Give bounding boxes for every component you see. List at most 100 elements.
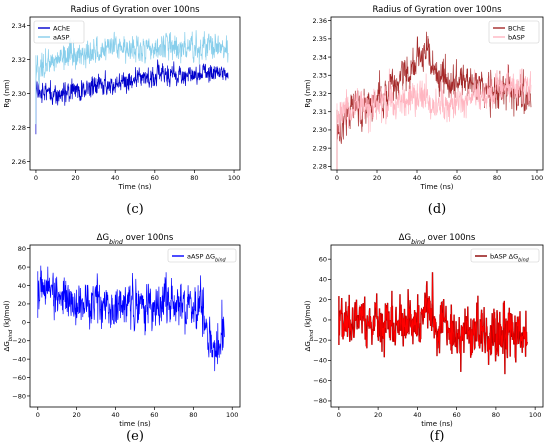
- y-tick-label: −20: [313, 336, 327, 344]
- panel-letter: (f): [430, 429, 445, 444]
- series-line-aasp: [37, 265, 225, 372]
- y-axis-label: Rg (nm): [304, 79, 312, 108]
- y-tick-label: 2.31: [313, 108, 327, 116]
- panel-f: 0 20 40 60 80 100 −80 −60 −40 −20 0 20 40 60 ΔGbind ov…: [304, 233, 544, 444]
- plot-frame: [330, 244, 544, 408]
- y-tick-label: 20: [18, 300, 26, 308]
- chart-title: ΔGbind over 100ns: [97, 233, 174, 246]
- x-tick-label: 60: [452, 411, 460, 419]
- x-tick-label: 80: [189, 411, 197, 419]
- x-tick-label: 20: [373, 174, 381, 182]
- series-group: [336, 31, 532, 170]
- x-tick-label: 20: [71, 174, 79, 182]
- x-tick-label: 60: [151, 174, 159, 182]
- x-tick-label: 40: [413, 174, 421, 182]
- x-tick-label: 60: [453, 174, 461, 182]
- y-tick-label: −80: [12, 392, 26, 400]
- x-tick-label: 20: [73, 411, 81, 419]
- y-tick-label: 2.30: [313, 126, 327, 134]
- x-tick-label: 0: [335, 174, 339, 182]
- legend-label: BChE: [508, 24, 525, 32]
- x-axis-label: time (ns): [421, 420, 453, 428]
- x-tick-label: 100: [529, 411, 541, 419]
- x-tick-label: 0: [34, 174, 38, 182]
- y-tick-label: −60: [12, 374, 26, 382]
- chart-title: Radius of Gyration over 100ns: [70, 5, 200, 15]
- x-axis-label: time (ns): [119, 420, 151, 428]
- x-tick-label: 80: [493, 174, 501, 182]
- x-tick-label: 0: [337, 411, 341, 419]
- y-tick-label: 2.26: [12, 158, 26, 166]
- x-tick-label: 0: [36, 411, 40, 419]
- y-tick-label: −60: [313, 377, 327, 385]
- x-tick-label: 20: [374, 411, 382, 419]
- y-tick-label: −80: [313, 397, 327, 405]
- panel-letter: (d): [428, 202, 446, 217]
- y-tick-label: 40: [18, 282, 26, 290]
- y-tick-label: 20: [319, 296, 327, 304]
- y-tick-label: 2.35: [313, 35, 327, 43]
- x-tick-label: 100: [228, 174, 240, 182]
- series-line-basp: [336, 63, 532, 170]
- legend-label: aASP ΔGbind: [187, 252, 227, 263]
- legend-label: bASP: [508, 33, 525, 41]
- panel-e: 0 20 40 60 80 100 −80 −60 −40 −20 0 20 40 60 80 ΔGbind …: [3, 233, 241, 444]
- y-tick-label: 2.33: [313, 72, 327, 80]
- series-line-basp: [338, 272, 528, 375]
- series-group: [338, 272, 528, 375]
- y-tick-label: 2.34: [12, 22, 26, 30]
- y-tick-label: 2.32: [313, 90, 327, 98]
- legend: aASP ΔGbind: [167, 248, 237, 263]
- y-tick-label: 60: [319, 255, 327, 263]
- legend: bASP ΔGbind: [470, 248, 540, 263]
- series-line-aasp: [35, 30, 229, 125]
- y-tick-label: −40: [313, 357, 327, 365]
- y-tick-label: 2.28: [313, 163, 327, 171]
- y-axis-label: ΔGbind (kJ/mol): [3, 300, 14, 351]
- y-tick-label: 2.36: [313, 17, 327, 25]
- panel-letter: (c): [126, 202, 143, 217]
- x-tick-label: 40: [413, 411, 421, 419]
- legend-label: aASP: [53, 33, 70, 41]
- x-axis-label: Time (ns): [118, 183, 152, 191]
- legend-label: AChE: [53, 24, 70, 32]
- y-tick-label: 40: [319, 276, 327, 284]
- legend-box: [470, 248, 540, 263]
- panel-d: 0 20 40 60 80 100 2.28 2.29 2.30 2.31 2.32 2.33 2.34…: [304, 5, 544, 217]
- y-tick-label: 0: [22, 319, 26, 327]
- y-tick-label: 2.34: [313, 53, 327, 61]
- chart-title: ΔGbind over 100ns: [399, 233, 476, 246]
- plot-frame: [29, 244, 241, 408]
- x-tick-label: 100: [531, 174, 543, 182]
- y-tick-label: 2.29: [313, 144, 327, 152]
- series-line-bche: [336, 31, 532, 170]
- x-tick-label: 80: [190, 174, 198, 182]
- y-tick-label: 2.32: [12, 56, 26, 64]
- series-group: [35, 30, 229, 135]
- y-axis-label: ΔGbind (kJ/mol): [304, 300, 315, 351]
- x-tick-label: 40: [111, 411, 119, 419]
- legend-label: bASP ΔGbind: [490, 252, 530, 263]
- x-tick-label: 60: [150, 411, 158, 419]
- chart-title: Radius of Gyration over 100ns: [372, 5, 502, 15]
- x-tick-label: 40: [111, 174, 119, 182]
- x-axis-label: Time (ns): [420, 183, 454, 191]
- y-tick-label: −20: [12, 337, 26, 345]
- panel-c: 0 20 40 60 80 100 2.26 2.28 2.30 2.32 2.34 Radius o…: [3, 5, 241, 217]
- y-tick-label: 2.30: [12, 90, 26, 98]
- series-group: [37, 265, 225, 372]
- series-line-ache: [35, 59, 229, 135]
- y-tick-label: 0: [323, 316, 327, 324]
- x-tick-label: 80: [492, 411, 500, 419]
- panel-letter: (e): [126, 429, 144, 444]
- x-tick-label: 100: [226, 411, 238, 419]
- y-tick-label: −40: [12, 355, 26, 363]
- y-tick-label: 60: [18, 263, 26, 271]
- legend-box: [167, 248, 237, 263]
- y-tick-label: 2.28: [12, 124, 26, 132]
- y-axis-label: Rg (nm): [3, 79, 11, 108]
- y-tick-label: 80: [18, 245, 26, 253]
